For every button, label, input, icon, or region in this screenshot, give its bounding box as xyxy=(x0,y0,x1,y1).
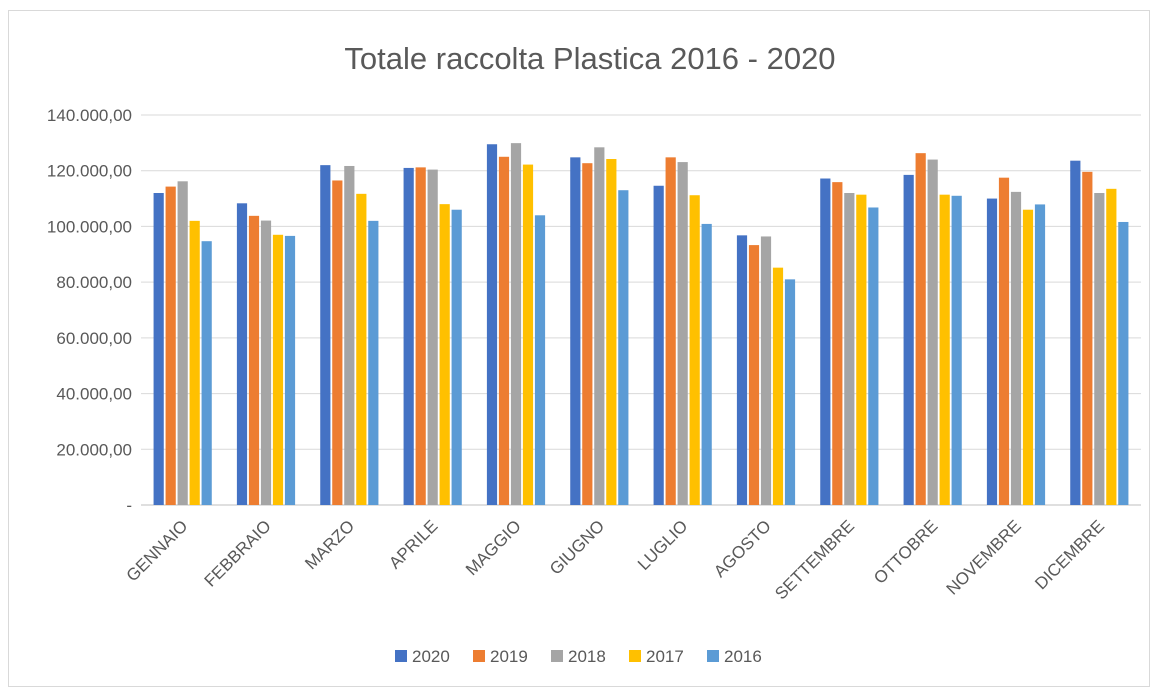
bar-2018-giugno xyxy=(594,147,605,506)
x-tick-label: OTTOBRE xyxy=(870,516,941,587)
y-tick-label: 40.000,00 xyxy=(56,385,132,404)
bar-2019-settembre xyxy=(832,182,843,505)
bar-2017-novembre xyxy=(1022,209,1034,505)
bar-2017-settembre xyxy=(856,194,867,505)
x-tick-label: NOVEMBRE xyxy=(943,516,1025,598)
bar-2020-giugno xyxy=(570,157,581,506)
bar-2016-settembre xyxy=(868,207,879,505)
y-tick-label: 100.000,00 xyxy=(47,217,132,236)
bar-2018-aprile xyxy=(427,169,438,505)
bar-2016-dicembre xyxy=(1118,221,1129,505)
chart-container: Totale raccolta Plastica 2016 - 2020 - 20… xyxy=(8,10,1150,687)
bar-2019-dicembre xyxy=(1082,171,1093,506)
bar-2019-luglio xyxy=(665,157,676,506)
bar-2017-marzo xyxy=(356,193,367,506)
chart-title: Totale raccolta Plastica 2016 - 2020 xyxy=(344,41,835,76)
bar-2019-gennaio xyxy=(165,186,176,506)
bar-2018-agosto xyxy=(760,236,772,505)
bar-2016-agosto xyxy=(784,279,796,505)
x-tick-label: MAGGIO xyxy=(462,516,525,579)
bar-2016-maggio xyxy=(534,215,546,506)
bar-2017-maggio xyxy=(522,164,534,506)
bar-2020-gennaio xyxy=(153,193,164,505)
y-tick-label: 80.000,00 xyxy=(56,273,132,292)
y-tick-label: 120.000,00 xyxy=(47,162,132,181)
bar-2020-luglio xyxy=(653,185,664,505)
bar-2016-marzo xyxy=(368,220,379,505)
bar-2017-ottobre xyxy=(939,194,950,505)
bar-chart: Totale raccolta Plastica 2016 - 2020 - 20… xyxy=(47,41,1141,666)
bar-2018-luglio xyxy=(677,162,688,506)
bar-2018-gennaio xyxy=(177,181,188,506)
y-tick-label: 20.000,00 xyxy=(56,440,132,459)
bar-2016-novembre xyxy=(1034,204,1046,505)
x-axis-tick-labels: GENNAIO FEBBRAIO MARZO APRILE MAGGIO GIUGNO LU… xyxy=(123,516,1109,603)
legend-label-2016: 2016 xyxy=(724,647,762,666)
y-tick-label: 140.000,00 xyxy=(47,106,132,125)
y-tick-label: - xyxy=(126,496,132,515)
bar-2018-novembre xyxy=(1010,191,1022,505)
gridlines xyxy=(141,114,1141,506)
legend-swatch-2017 xyxy=(629,650,641,662)
bar-2016-giugno xyxy=(618,190,629,505)
bar-2017-agosto xyxy=(772,267,784,505)
bar-2018-marzo xyxy=(344,165,355,505)
x-tick-label: MARZO xyxy=(301,516,358,573)
bar-2019-ottobre xyxy=(915,153,926,505)
x-tick-label: GIUGNO xyxy=(546,516,608,578)
bar-2020-aprile xyxy=(403,167,414,505)
bar-2019-aprile xyxy=(415,167,426,505)
x-tick-label: AGOSTO xyxy=(710,516,775,581)
bar-2020-agosto xyxy=(736,235,748,506)
x-tick-label: LUGLIO xyxy=(634,516,692,574)
bar-2017-dicembre xyxy=(1106,188,1117,506)
legend-label-2018: 2018 xyxy=(568,647,606,666)
x-tick-label: GENNAIO xyxy=(123,516,192,585)
bar-2020-ottobre xyxy=(903,174,914,505)
y-tick-label: 60.000,00 xyxy=(56,329,132,348)
legend-label-2020: 2020 xyxy=(412,647,450,666)
legend-label-2017: 2017 xyxy=(646,647,684,666)
bar-2016-febbraio xyxy=(284,235,296,505)
bar-2020-maggio xyxy=(486,144,498,505)
bar-2017-febbraio xyxy=(272,234,284,506)
bar-2017-gennaio xyxy=(189,220,200,505)
bars xyxy=(153,143,1129,506)
bar-2016-ottobre xyxy=(951,195,962,506)
legend-swatch-2020 xyxy=(395,650,407,662)
bar-2018-ottobre xyxy=(927,159,938,506)
bar-2020-settembre xyxy=(820,178,831,505)
bar-2018-settembre xyxy=(844,193,855,505)
bar-2017-luglio xyxy=(689,195,700,505)
bar-2019-febbraio xyxy=(248,215,260,506)
legend-swatch-2016 xyxy=(707,650,719,662)
bar-2018-dicembre xyxy=(1094,193,1105,505)
bar-2018-maggio xyxy=(510,143,522,505)
x-tick-label: DICEMBRE xyxy=(1031,516,1108,593)
bar-2020-marzo xyxy=(320,165,331,505)
legend: 2020 2019 2018 2017 2016 xyxy=(395,647,762,666)
legend-swatch-2019 xyxy=(473,650,485,662)
bar-2017-giugno xyxy=(606,159,617,505)
x-tick-label: SETTEMBRE xyxy=(771,516,858,603)
bar-2017-aprile xyxy=(439,204,450,505)
y-axis-tick-labels: - 20.000,00 40.000,00 60.000,00 80.000,00 100… xyxy=(47,106,132,515)
bar-2019-novembre xyxy=(998,177,1010,505)
bar-2019-giugno xyxy=(582,163,593,505)
x-tick-label: APRILE xyxy=(385,516,441,572)
bar-2016-luglio xyxy=(701,223,712,505)
bar-2020-dicembre xyxy=(1070,160,1081,505)
legend-swatch-2018 xyxy=(551,650,563,662)
legend-label-2019: 2019 xyxy=(490,647,528,666)
bar-2019-agosto xyxy=(748,245,760,506)
bar-2019-maggio xyxy=(498,156,510,506)
bar-2020-novembre xyxy=(986,198,998,506)
bar-2018-febbraio xyxy=(260,220,272,506)
bar-2016-aprile xyxy=(451,209,462,505)
bar-2019-marzo xyxy=(332,180,343,505)
bar-2016-gennaio xyxy=(201,241,212,505)
bar-2020-febbraio xyxy=(236,203,248,506)
x-tick-label: FEBBRAIO xyxy=(201,516,275,590)
